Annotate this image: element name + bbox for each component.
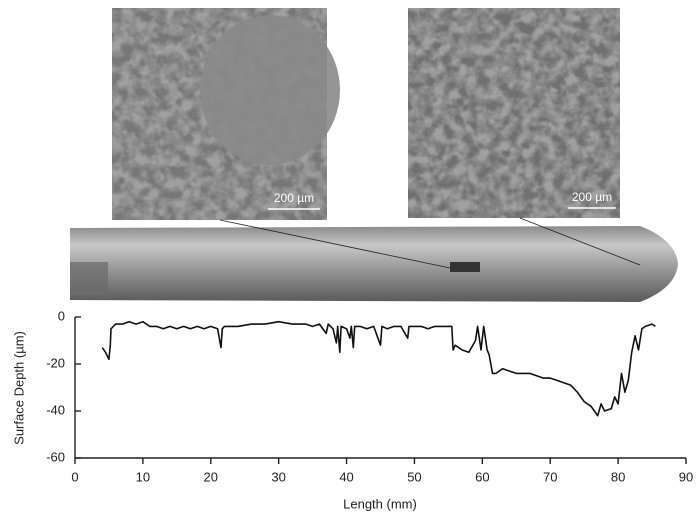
x-tick-label: 30 (271, 469, 285, 484)
x-tick-label: 0 (71, 469, 78, 484)
y-tick-label: -20 (46, 355, 65, 370)
figure: 200 µm 200 µm Surface Depth (µm) Length … (0, 0, 699, 517)
y-tick-label: -60 (46, 449, 65, 464)
scale-bar-label: 200 µm (572, 190, 612, 204)
sem-image-right: 200 µm (408, 8, 620, 218)
y-tick-label: -40 (46, 402, 65, 417)
x-tick-label: 50 (407, 469, 421, 484)
x-tick-label: 40 (339, 469, 353, 484)
y-axis-label: Surface Depth (µm) (11, 331, 26, 445)
x-tick-label: 80 (611, 469, 625, 484)
depth-line (102, 322, 655, 416)
sem-image-left: 200 µm (112, 8, 340, 220)
x-tick-label: 10 (136, 469, 150, 484)
x-axis-label: Length (mm) (343, 496, 417, 511)
scale-bar-label: 200 µm (274, 191, 314, 205)
rod-photo (70, 218, 678, 302)
y-tick-label: 0 (58, 308, 65, 323)
x-tick-label: 20 (204, 469, 218, 484)
x-tick-label: 90 (679, 469, 693, 484)
x-tick-label: 60 (475, 469, 489, 484)
x-tick-label: 70 (543, 469, 557, 484)
